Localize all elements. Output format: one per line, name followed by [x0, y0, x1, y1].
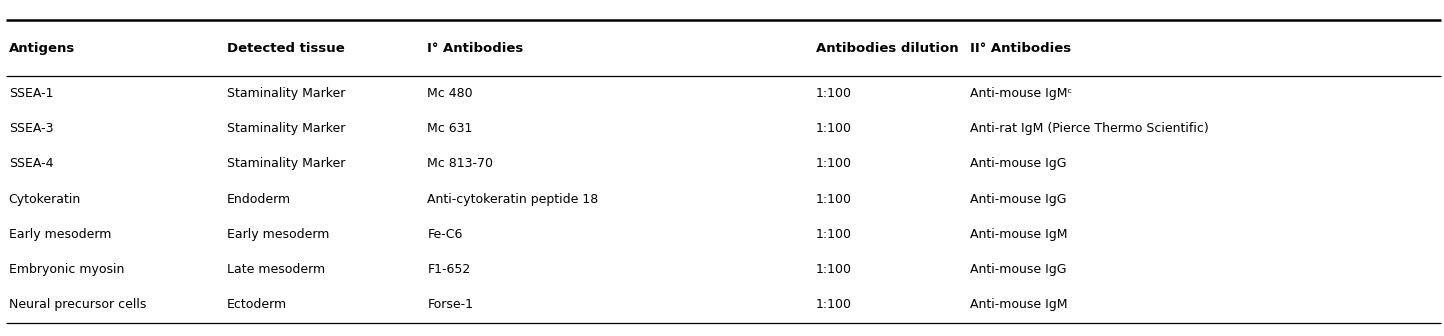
Text: 1:100: 1:100 [816, 263, 852, 276]
Text: Detected tissue: Detected tissue [227, 42, 345, 55]
Text: Staminality Marker: Staminality Marker [227, 87, 345, 100]
Text: Anti-mouse IgM: Anti-mouse IgM [970, 298, 1069, 311]
Text: Staminality Marker: Staminality Marker [227, 122, 345, 135]
Text: Anti-mouse IgMᶜ: Anti-mouse IgMᶜ [970, 87, 1073, 100]
Text: 1:100: 1:100 [816, 298, 852, 311]
Text: SSEA-4: SSEA-4 [9, 157, 53, 170]
Text: Antibodies dilution: Antibodies dilution [816, 42, 959, 55]
Text: 1:100: 1:100 [816, 122, 852, 135]
Text: Anti-mouse IgG: Anti-mouse IgG [970, 157, 1067, 170]
Text: Neural precursor cells: Neural precursor cells [9, 298, 146, 311]
Text: Early mesoderm: Early mesoderm [9, 228, 111, 241]
Text: Endoderm: Endoderm [227, 193, 290, 206]
Text: Anti-cytokeratin peptide 18: Anti-cytokeratin peptide 18 [427, 193, 599, 206]
Text: Embryonic myosin: Embryonic myosin [9, 263, 124, 276]
Text: 1:100: 1:100 [816, 193, 852, 206]
Text: I° Antibodies: I° Antibodies [427, 42, 524, 55]
Text: Staminality Marker: Staminality Marker [227, 157, 345, 170]
Text: 1:100: 1:100 [816, 157, 852, 170]
Text: Early mesoderm: Early mesoderm [227, 228, 329, 241]
Text: 1:100: 1:100 [816, 87, 852, 100]
Text: Anti-mouse IgG: Anti-mouse IgG [970, 193, 1067, 206]
Text: Mc 813-70: Mc 813-70 [427, 157, 494, 170]
Text: 1:100: 1:100 [816, 228, 852, 241]
Text: Mc 480: Mc 480 [427, 87, 474, 100]
Text: Cytokeratin: Cytokeratin [9, 193, 81, 206]
Text: Fe-C6: Fe-C6 [427, 228, 462, 241]
Text: Anti-mouse IgM: Anti-mouse IgM [970, 228, 1069, 241]
Text: SSEA-3: SSEA-3 [9, 122, 53, 135]
Text: Anti-mouse IgG: Anti-mouse IgG [970, 263, 1067, 276]
Text: Anti-rat IgM (Pierce Thermo Scientific): Anti-rat IgM (Pierce Thermo Scientific) [970, 122, 1209, 135]
Text: Forse-1: Forse-1 [427, 298, 474, 311]
Text: SSEA-1: SSEA-1 [9, 87, 53, 100]
Text: II° Antibodies: II° Antibodies [970, 42, 1071, 55]
Text: Mc 631: Mc 631 [427, 122, 472, 135]
Text: Late mesoderm: Late mesoderm [227, 263, 325, 276]
Text: F1-652: F1-652 [427, 263, 471, 276]
Text: Ectoderm: Ectoderm [227, 298, 287, 311]
Text: Antigens: Antigens [9, 42, 75, 55]
